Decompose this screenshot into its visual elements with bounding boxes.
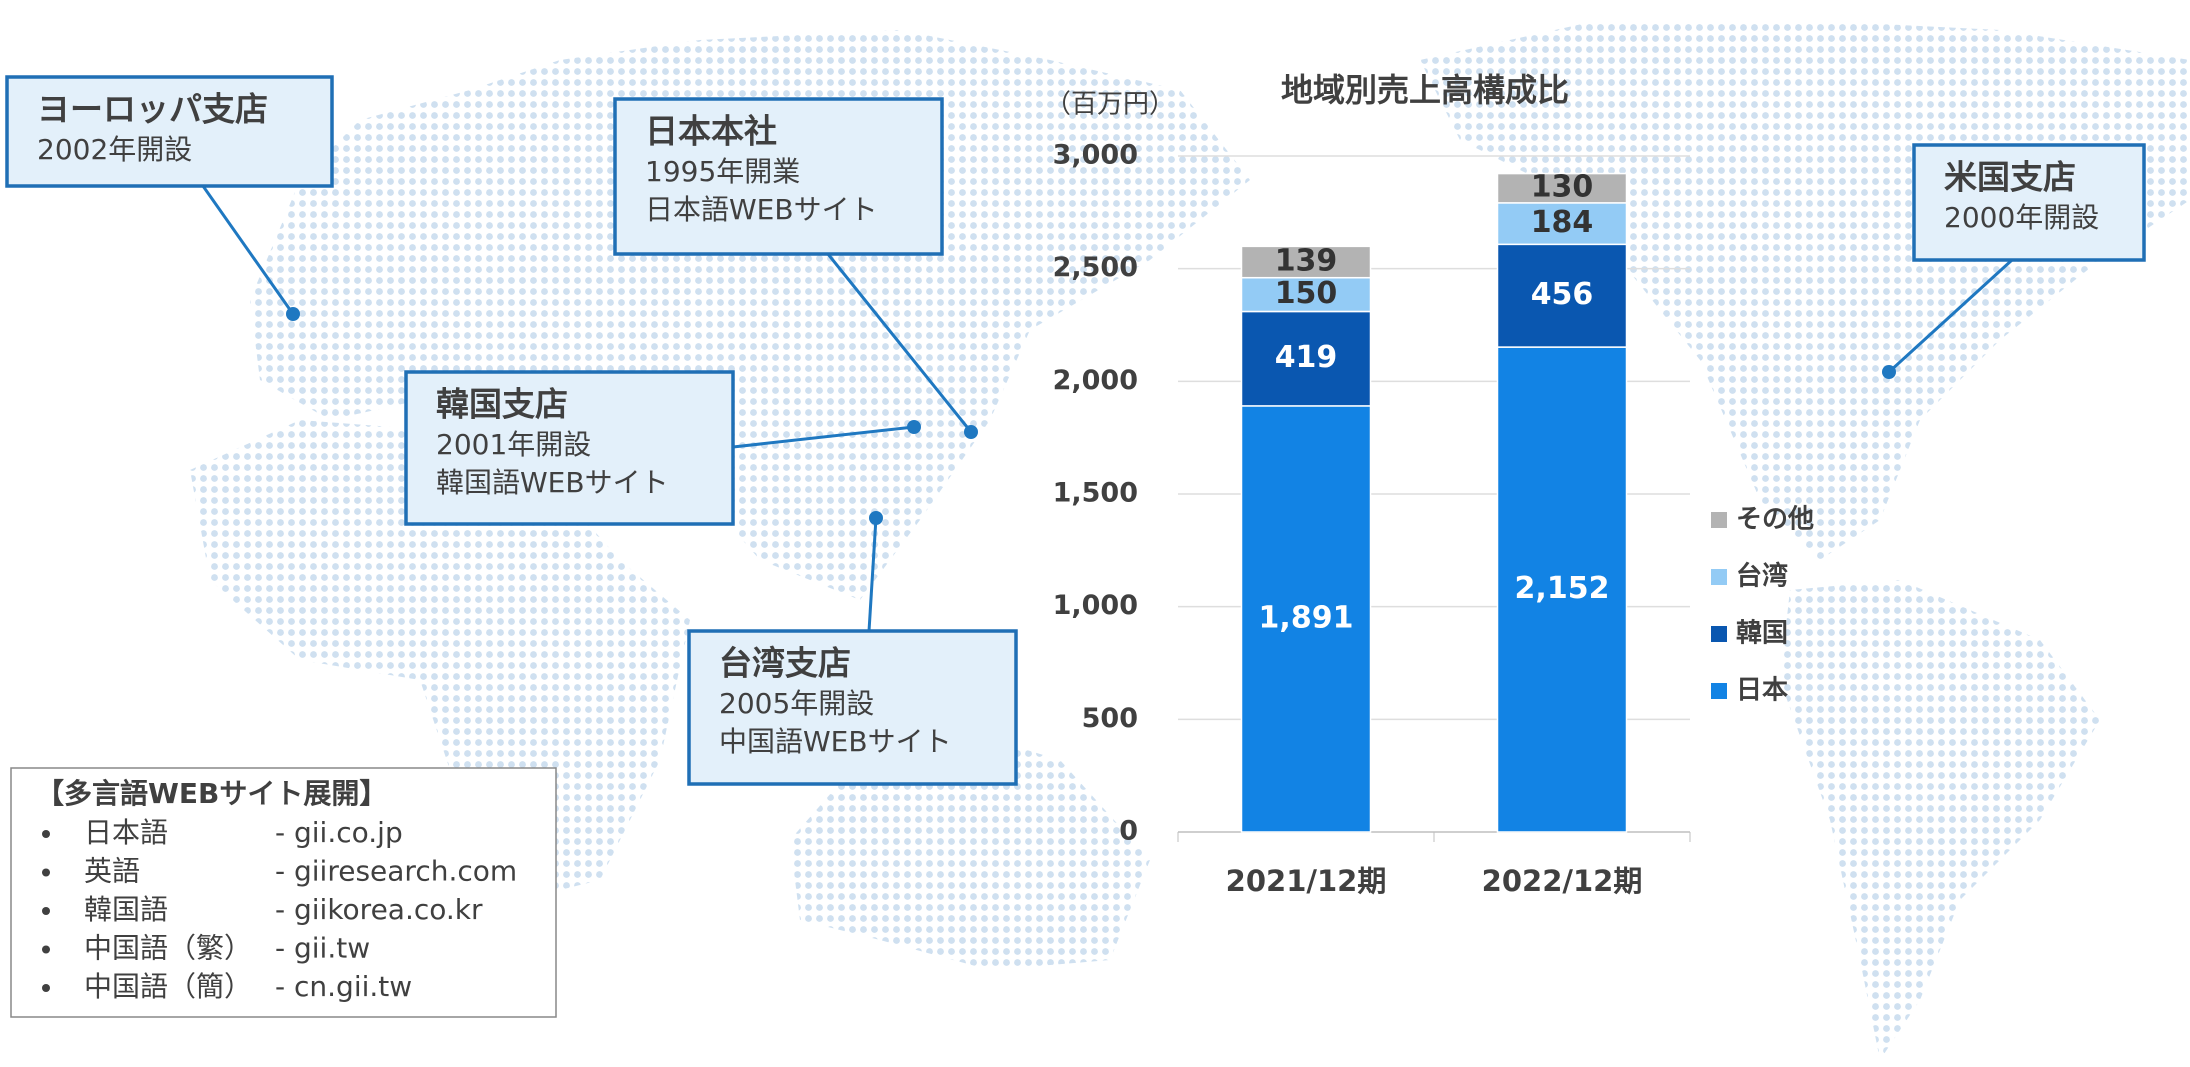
bar-segment — [1240, 405, 1372, 833]
chart-title: 地域別売上高構成比 — [1281, 71, 1569, 109]
location-dot — [286, 307, 300, 321]
site-url: - giiresearch.com — [275, 855, 517, 888]
site-url: - gii.tw — [275, 932, 370, 965]
callout-box — [404, 370, 735, 526]
legend-swatch — [1711, 512, 1727, 528]
legend-swatch — [1711, 569, 1727, 585]
data-label: 419 — [1275, 340, 1338, 375]
callout-title: 韓国支店 — [436, 385, 568, 424]
data-label: 1,891 — [1259, 600, 1354, 635]
data-label: 184 — [1531, 205, 1594, 240]
x-tick-label: 2022/12期 — [1482, 864, 1643, 898]
y-tick-label: 2,500 — [1053, 252, 1138, 283]
site-url: - cn.gii.tw — [275, 970, 412, 1003]
site-url: - gii.co.jp — [275, 816, 403, 849]
site-language: 中国語（繁） — [84, 932, 252, 965]
bar-segment — [1240, 276, 1372, 313]
callout-title: 日本本社 — [645, 112, 777, 151]
callout-leader — [201, 185, 295, 315]
callout-leader — [867, 517, 878, 632]
data-label: 2,152 — [1515, 571, 1610, 606]
callout-title: 米国支店 — [1944, 158, 2076, 197]
y-tick-label: 1,000 — [1053, 590, 1138, 621]
bar-segment — [1240, 245, 1372, 279]
website-box: 【多言語WEBサイト展開】 日本語 - gii.co.jp 英語 - giiresea… — [10, 767, 557, 1018]
location-dot — [869, 511, 883, 525]
site-language: 日本語 — [84, 816, 168, 849]
location-dot — [907, 420, 921, 434]
callout-line: 日本語WEBサイト — [645, 193, 878, 226]
callout-title: 台湾支店 — [719, 644, 851, 683]
callout-leader — [732, 425, 915, 449]
website-box-frame — [10, 767, 557, 1018]
callout-box — [5, 75, 334, 188]
site-language: 韓国語 — [84, 893, 168, 926]
callout-leader — [1887, 258, 2014, 374]
callout-line: 2002年開設 — [37, 133, 192, 166]
callout-line: 2005年開設 — [719, 687, 874, 720]
callout-line: 2000年開設 — [1944, 201, 2099, 234]
y-tick-label: 3,000 — [1053, 140, 1138, 171]
callout-box — [687, 629, 1018, 786]
callout-line: 韓国語WEBサイト — [436, 466, 669, 499]
bar-segment — [1496, 172, 1628, 204]
bullet — [42, 907, 50, 915]
data-label: 150 — [1275, 276, 1338, 311]
website-heading: 【多言語WEBサイト展開】 — [36, 777, 387, 810]
legend-label: その他 — [1736, 505, 1814, 535]
legend-swatch — [1711, 626, 1727, 642]
data-label: 139 — [1275, 244, 1338, 279]
callout-box — [1912, 143, 2146, 262]
x-tick-label: 2021/12期 — [1226, 864, 1387, 898]
y-tick-label: 0 — [1119, 816, 1138, 847]
y-tick-label: 2,000 — [1053, 365, 1138, 396]
callout-box — [613, 97, 944, 256]
y-tick-label: 500 — [1082, 703, 1138, 734]
location-dot — [1882, 365, 1896, 379]
location-dot — [964, 425, 978, 439]
legend-label: 台湾 — [1736, 561, 1788, 592]
data-label: 130 — [1531, 170, 1594, 205]
data-label: 456 — [1531, 277, 1594, 312]
bullet — [42, 830, 50, 838]
website-list: 日本語 - gii.co.jp 英語 - giiresearch.com 韓国語 - gi… — [42, 816, 517, 1003]
y-tick-label: 1,500 — [1053, 478, 1138, 509]
bullet — [42, 868, 50, 877]
site-language: 中国語（簡） — [84, 970, 252, 1003]
bar-segment — [1496, 202, 1628, 246]
unit-label: （百万円） — [1045, 90, 1175, 120]
bar-segment — [1496, 346, 1628, 833]
site-url: - giikorea.co.kr — [275, 893, 483, 926]
bullet — [42, 945, 50, 954]
legend-label: 韓国 — [1736, 619, 1788, 649]
bar-segment — [1240, 310, 1372, 407]
callout-title: ヨーロッパ支店 — [37, 90, 268, 129]
callout-line: 中国語WEBサイト — [719, 725, 952, 758]
site-language: 英語 — [84, 855, 140, 888]
chart: 地域別売上高構成比 （百万円） 0 500 1,000 1,500 2,000 2,500… — [1045, 71, 1814, 898]
callout-leader — [826, 253, 973, 433]
callout-line: 1995年開業 — [645, 155, 800, 188]
callout-line: 2001年開設 — [436, 428, 591, 461]
legend-swatch — [1711, 683, 1727, 699]
bullet — [42, 984, 50, 992]
legend-label: 日本 — [1736, 676, 1788, 706]
world-map — [190, 20, 2190, 1060]
